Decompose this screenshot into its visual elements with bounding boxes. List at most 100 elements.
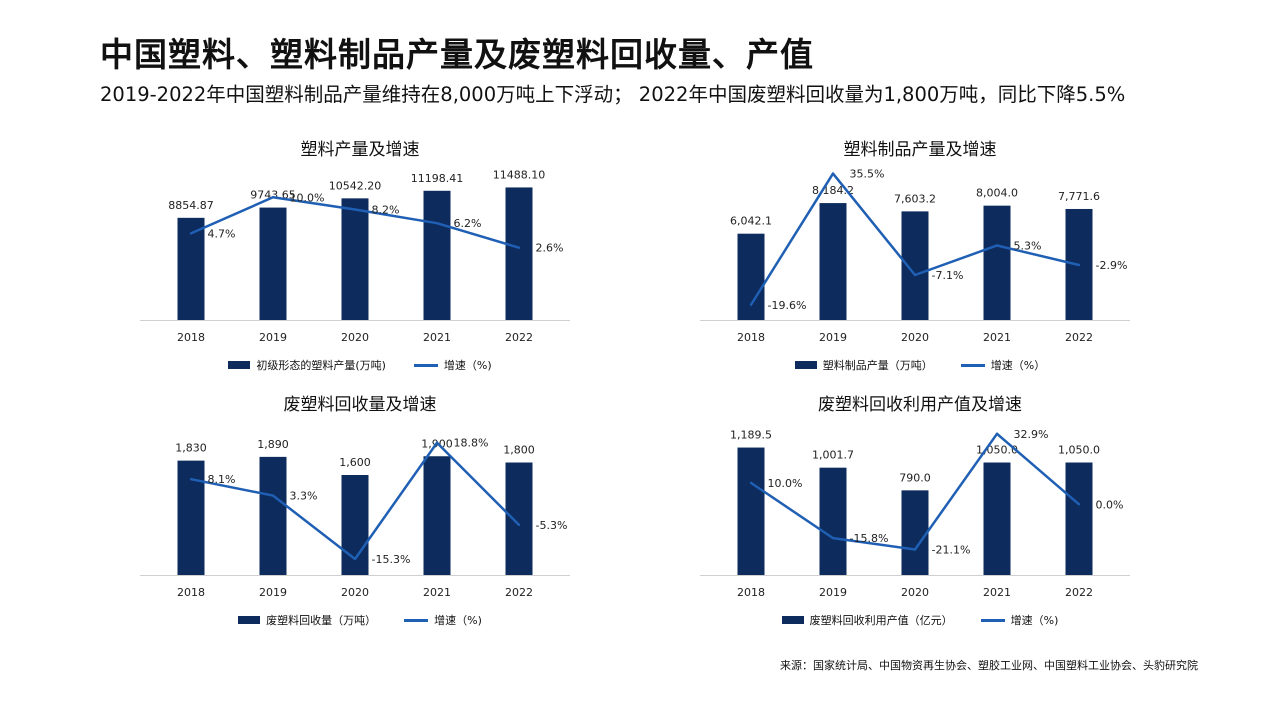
x-tick-label: 2020 — [341, 586, 369, 599]
growth-point-2022 — [517, 523, 521, 527]
legend-line-label: 增速（%) — [443, 359, 492, 372]
growth-point-2020 — [913, 273, 917, 277]
legend-item-line: 增速（%) — [404, 612, 482, 628]
bar-value-label: 1,050.0 — [1058, 444, 1100, 457]
growth-value-label: 8.2% — [372, 204, 400, 217]
chart-plot-area: 1,83020181,89020191,60020201,90020211,80… — [140, 437, 570, 599]
growth-point-2018 — [189, 232, 193, 235]
legend-line-swatch — [404, 618, 429, 622]
bar-2019 — [259, 207, 287, 320]
legend-bar-swatch — [781, 616, 804, 624]
growth-point-2022 — [1077, 503, 1081, 506]
x-tick-label: 2021 — [983, 586, 1011, 599]
bar-2018 — [177, 217, 205, 320]
growth-value-label: 0.0% — [1096, 498, 1124, 511]
legend-bar-label: 废塑料回收利用产值（亿元） — [809, 614, 953, 627]
x-tick-label: 2018 — [737, 331, 765, 344]
bar-2018 — [737, 233, 765, 320]
bar-2019 — [819, 203, 847, 320]
growth-point-2019 — [831, 536, 835, 540]
legend-line-label: 增速（%） — [990, 359, 1046, 372]
bar-2020 — [901, 211, 929, 320]
bar-2021 — [423, 190, 451, 320]
bar-value-label: 1,830 — [175, 442, 207, 455]
growth-value-label: 6.2% — [454, 217, 482, 230]
legend-item-line: 增速（%） — [960, 357, 1046, 373]
growth-point-2018 — [749, 481, 753, 485]
bar-value-label: 790.0 — [899, 471, 931, 484]
x-tick-label: 2020 — [901, 331, 929, 344]
legend-item-bar: 废塑料回收利用产值（亿元） — [781, 612, 953, 628]
legend-item-bar: 塑料制品产量（万吨） — [794, 357, 933, 373]
x-tick-label: 2020 — [341, 331, 369, 344]
growth-point-2022 — [517, 246, 521, 249]
bar-2022 — [505, 187, 533, 320]
chart-plot-area: 1,189.5 2018 1,001.7 2019 790.0 2020 1,050.0 20… — [700, 428, 1130, 599]
chart-legend: 塑料制品产量（万吨） 增速（%） — [690, 357, 1150, 373]
x-tick-label: 2019 — [819, 331, 847, 344]
x-tick-label: 2018 — [737, 586, 765, 599]
bar-2022 — [505, 462, 533, 575]
chart-plastic-output: 塑料产量及增速 8854.87 2018 9743.65 2019 10542.20 20… — [130, 135, 590, 385]
growth-value-label: 4.7% — [208, 227, 236, 240]
legend-line-label: 增速（%) — [1010, 614, 1059, 627]
chart-legend: 初级形态的塑料产量(万吨) 增速（%) — [130, 357, 590, 373]
bar-value-label: 1,800 — [503, 444, 535, 457]
legend-bar-swatch — [228, 361, 251, 369]
growth-point-2019 — [831, 172, 835, 175]
growth-point-2020 — [353, 557, 357, 561]
bar-2019 — [259, 456, 287, 575]
growth-point-2021 — [995, 432, 999, 435]
growth-value-label: 3.3% — [290, 490, 318, 503]
bar-value-label: 11488.10 — [493, 168, 546, 181]
chart-title: 废塑料回收利用产值及增速 — [818, 395, 1022, 415]
legend-line-swatch — [980, 618, 1005, 622]
bar-value-label: 8854.87 — [168, 199, 214, 212]
growth-point-2022 — [1077, 263, 1081, 267]
growth-point-2020 — [913, 548, 917, 551]
chart-plastic-products-output: 塑料制品产量及增速 6,042.1 2018 8,184.2 2019 7,603.2 2… — [690, 135, 1150, 385]
x-tick-label: 2021 — [983, 331, 1011, 344]
chart-waste-plastic-value: 废塑料回收利用产值及增速 1,189.5 2018 1,001.7 2019 790.0… — [690, 390, 1150, 640]
bar-2019 — [819, 467, 847, 575]
x-tick-label: 2021 — [423, 331, 451, 344]
growth-value-label: 2.6% — [536, 242, 564, 255]
bar-2020 — [901, 490, 929, 575]
growth-point-2019 — [271, 196, 275, 199]
bar-2020 — [341, 198, 369, 320]
legend-line-swatch — [960, 363, 985, 367]
x-tick-label: 2022 — [1065, 586, 1093, 599]
chart-legend: 废塑料回收量（万吨） 增速（%) — [130, 612, 590, 628]
growth-value-label: -15.8% — [850, 532, 889, 545]
x-tick-label: 2022 — [505, 331, 533, 344]
growth-point-2019 — [271, 494, 275, 497]
legend-item-line: 增速（%) — [413, 357, 492, 373]
chart-title: 塑料产量及增速 — [300, 140, 420, 160]
growth-value-label: -21.1% — [932, 544, 971, 557]
chart-plot-area: 6,042.120188,184.220197,603.220208,004.0… — [700, 168, 1130, 344]
x-tick-label: 2021 — [423, 586, 451, 599]
page-subtitle: 2019-2022年中国塑料制品产量维持在8,000万吨上下浮动； 2022年中… — [100, 83, 1126, 106]
legend-bar-label: 废塑料回收量（万吨） — [266, 614, 377, 627]
page-title: 中国塑料、塑料制品产量及废塑料回收量、产值 — [100, 35, 814, 74]
legend-line-label: 增速（%) — [434, 614, 482, 627]
bar-value-label: 1,600 — [339, 456, 371, 469]
chart-plot-area: 8854.8720189743.65201910542.20202011198.… — [140, 168, 570, 344]
x-tick-label: 2018 — [177, 586, 205, 599]
growth-point-2020 — [353, 208, 357, 211]
bar-value-label: 7,603.2 — [894, 192, 936, 205]
legend-bar-swatch — [794, 361, 817, 369]
bar-value-label: 7,771.6 — [1058, 190, 1100, 203]
bar-value-label: 1,890 — [257, 438, 289, 451]
bar-value-label: 1,001.7 — [812, 449, 854, 462]
growth-point-2018 — [189, 478, 193, 481]
growth-value-label: 10.0% — [290, 191, 325, 204]
source-note: 来源：国家统计局、中国物资再生协会、塑胶工业网、中国塑料工业协会、头豹研究院 — [780, 659, 1198, 672]
growth-value-label: 10.0% — [768, 477, 803, 490]
bar-2022 — [1065, 462, 1093, 575]
growth-point-2021 — [435, 441, 439, 444]
bar-value-label: 1,189.5 — [730, 429, 772, 442]
chart-legend: 废塑料回收利用产值（亿元） 增速（%) — [690, 612, 1150, 628]
growth-point-2021 — [995, 244, 999, 247]
x-tick-label: 2019 — [259, 331, 287, 344]
